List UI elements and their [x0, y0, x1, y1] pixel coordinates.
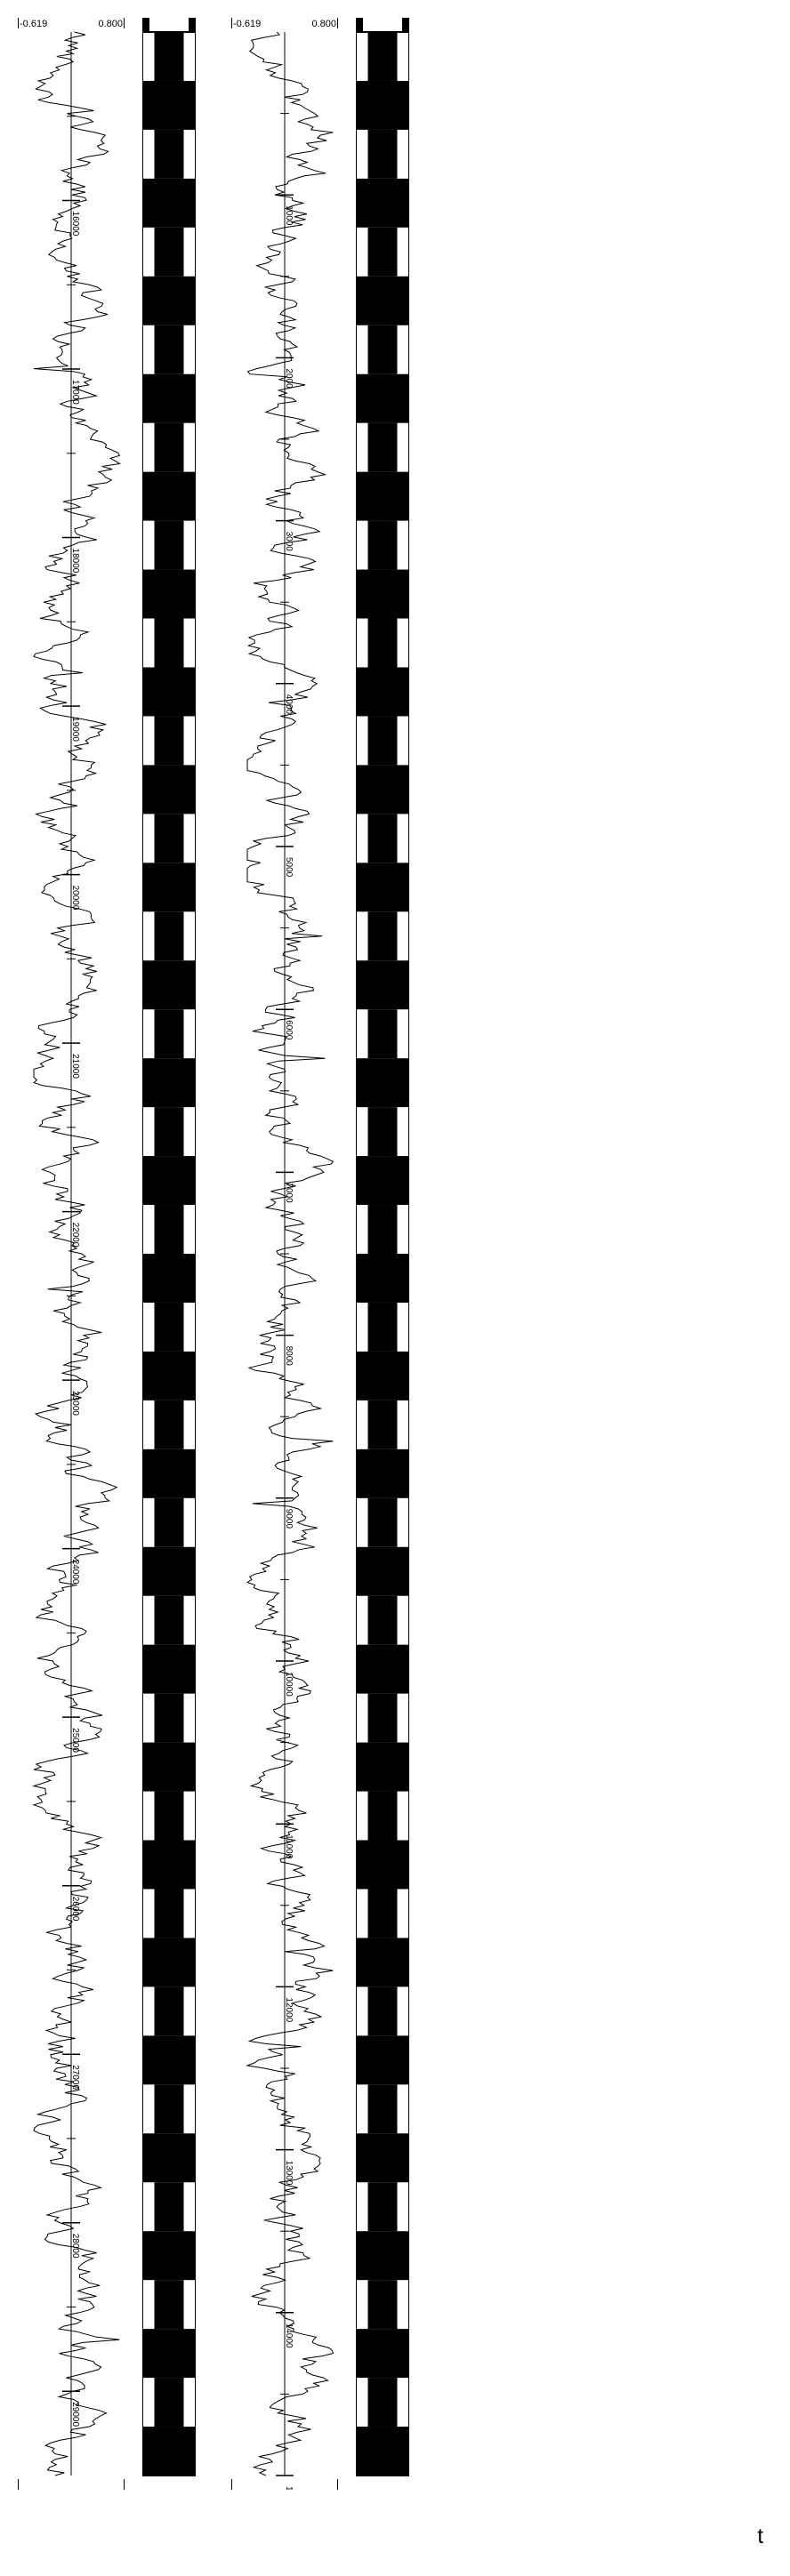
bitmap-left-container: 25272931333537394143454749 — [142, 18, 196, 2490]
axis-max-label: 0.800 — [311, 19, 336, 29]
depth-tick-label: 12000 — [284, 1997, 294, 2022]
depth-tick-label: 9000 — [284, 1509, 294, 1529]
depth-tick-label: 24000 — [70, 1560, 80, 1585]
axis-min-label: -0.619 — [20, 19, 47, 29]
axis-max-label: 0.800 — [98, 19, 123, 29]
depth-tick-label: 21000 — [70, 1054, 80, 1079]
bitmap-left: 25272931333537394143454749 — [142, 18, 196, 2490]
waveform-left-container: -0.619 0.800 16000 17000 18000 19000 20000 2100… — [18, 18, 125, 2490]
axis-min-label: -0.619 — [233, 19, 261, 29]
depth-tick-label: 22000 — [70, 1223, 80, 1248]
depth-tick-label: 16000 — [70, 212, 80, 237]
depth-tick-label: 2000 — [284, 368, 294, 389]
depth-tick-label: 8000 — [284, 1346, 294, 1367]
bitmap-right-container: 135791113151719212325 — [356, 18, 409, 2490]
bitmap-right: 135791113151719212325 — [356, 18, 409, 2490]
depth-tick-label: 17000 — [70, 380, 80, 405]
depth-tick-label: 15000 — [284, 2486, 294, 2490]
waveform-right-container: -0.6190.80010002000300040005000600070008… — [231, 18, 338, 2490]
depth-tick-label: 19000 — [70, 717, 80, 742]
depth-tick-label: 28000 — [70, 2234, 80, 2259]
depth-tick-label: 7000 — [284, 1183, 294, 1203]
depth-tick-label: 5000 — [284, 857, 294, 878]
waveform-trace — [247, 32, 333, 2476]
waveform-left: -0.619 0.800 16000 17000 18000 19000 20000 2100… — [18, 18, 125, 2490]
depth-tick-label: 20000 — [70, 886, 80, 911]
depth-tick-label: 6000 — [284, 1020, 294, 1040]
depth-tick-label: 18000 — [70, 549, 80, 574]
time-axis-label: t — [757, 2524, 763, 2549]
waveform-right: -0.6190.80010002000300040005000600070008… — [231, 18, 338, 2490]
